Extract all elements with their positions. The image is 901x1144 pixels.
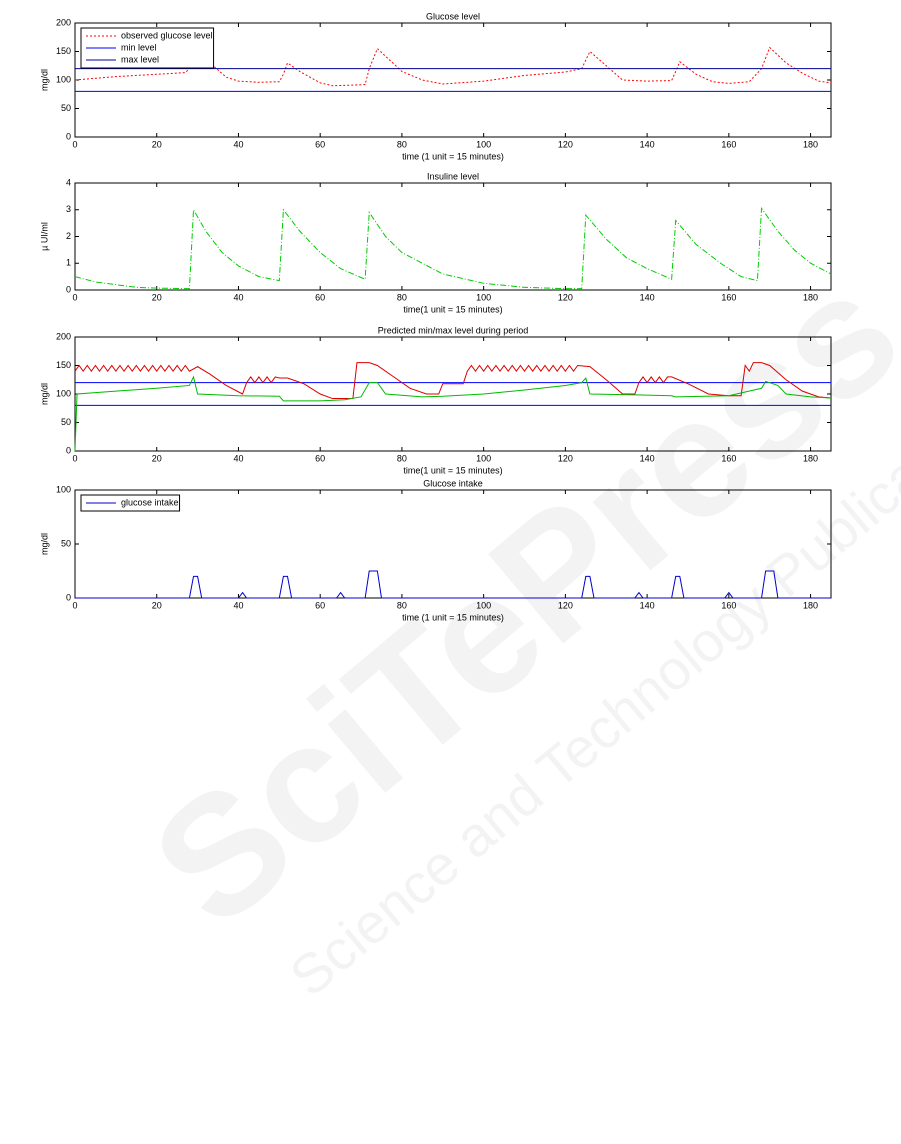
x-tick-label: 20 xyxy=(152,292,162,302)
x-axis-label: time(1 unit = 15 minutes) xyxy=(403,465,502,475)
x-tick-label: 180 xyxy=(803,600,818,610)
y-tick-label: 0 xyxy=(66,284,71,294)
y-tick-label: 100 xyxy=(56,484,71,494)
data-line xyxy=(74,375,832,452)
x-tick-label: 20 xyxy=(152,600,162,610)
y-tick-label: 200 xyxy=(56,17,71,27)
chart-title: Predicted min/max level during period xyxy=(378,325,529,335)
legend-label: observed glucose level xyxy=(121,30,213,40)
x-tick-label: 100 xyxy=(476,453,491,463)
data-line xyxy=(74,362,832,400)
x-tick-label: 120 xyxy=(558,292,573,302)
subplot: 0 20 40 60 80 100 120 140 160 180 0 50 100 150 200 Pred… xyxy=(39,325,832,475)
y-tick-label: 100 xyxy=(56,388,71,398)
x-tick-label: 60 xyxy=(315,139,325,149)
y-tick-label: 50 xyxy=(61,538,71,548)
x-tick-label: 40 xyxy=(233,600,243,610)
x-tick-label: 80 xyxy=(397,292,407,302)
x-tick-label: 0 xyxy=(72,139,77,149)
y-tick-label: 150 xyxy=(56,360,71,370)
y-tick-label: 4 xyxy=(66,177,71,187)
y-tick-label: 0 xyxy=(66,445,71,455)
y-tick-label: 2 xyxy=(66,231,71,241)
subplot: 0 20 40 60 80 100 120 140 160 180 0 50 100 Glucose in… xyxy=(39,478,832,622)
chart-title: Glucose level xyxy=(426,11,480,21)
x-tick-label: 40 xyxy=(233,139,243,149)
x-tick-label: 40 xyxy=(233,292,243,302)
x-tick-label: 120 xyxy=(558,453,573,463)
x-tick-label: 20 xyxy=(152,453,162,463)
x-tick-label: 120 xyxy=(558,600,573,610)
x-tick-label: 60 xyxy=(315,453,325,463)
y-tick-label: 150 xyxy=(56,46,71,56)
legend-label: max level xyxy=(121,54,159,64)
x-tick-label: 180 xyxy=(803,453,818,463)
x-axis-label: time (1 unit = 15 minutes) xyxy=(402,612,504,622)
x-tick-label: 160 xyxy=(721,453,736,463)
legend: glucose intake xyxy=(80,494,181,512)
x-tick-label: 120 xyxy=(558,139,573,149)
x-tick-label: 80 xyxy=(397,453,407,463)
x-tick-label: 140 xyxy=(640,139,655,149)
y-tick-label: 0 xyxy=(66,592,71,602)
x-tick-label: 80 xyxy=(397,600,407,610)
legend-label: glucose intake xyxy=(121,497,179,507)
y-tick-label: 3 xyxy=(66,204,71,214)
y-tick-label: 100 xyxy=(56,74,71,84)
x-tick-label: 140 xyxy=(640,600,655,610)
x-tick-label: 0 xyxy=(72,600,77,610)
y-tick-label: 0 xyxy=(66,131,71,141)
x-tick-label: 0 xyxy=(72,292,77,302)
data-line xyxy=(74,206,832,290)
chart-title: Insuline level xyxy=(427,171,479,181)
chart-title: Glucose intake xyxy=(423,478,483,488)
x-tick-label: 100 xyxy=(476,292,491,302)
y-axis-label: mg/dl xyxy=(39,533,49,555)
x-tick-label: 100 xyxy=(476,600,491,610)
x-tick-label: 140 xyxy=(640,292,655,302)
x-tick-label: 40 xyxy=(233,453,243,463)
legend: observed glucose level min level max level xyxy=(80,27,215,69)
data-line xyxy=(74,46,832,87)
subplot: 0 20 40 60 80 100 120 140 160 180 0 50 100 150 200 Gluc… xyxy=(39,11,832,161)
y-axis-label: µ UI/ml xyxy=(39,222,49,251)
data-line xyxy=(75,570,831,599)
x-tick-label: 80 xyxy=(397,139,407,149)
y-tick-label: 50 xyxy=(61,103,71,113)
x-tick-label: 60 xyxy=(315,600,325,610)
x-axis-label: time(1 unit = 15 minutes) xyxy=(403,304,502,314)
x-tick-label: 20 xyxy=(152,139,162,149)
subplot: 0 20 40 60 80 100 120 140 160 180 0 1 2 3 4 Insuline le… xyxy=(39,171,832,314)
y-axis-label: mg/dl xyxy=(39,383,49,405)
x-tick-label: 160 xyxy=(721,600,736,610)
y-tick-label: 1 xyxy=(66,258,71,268)
y-axis-label: mg/dl xyxy=(39,69,49,91)
legend-label: min level xyxy=(121,42,157,52)
x-axis-label: time (1 unit = 15 minutes) xyxy=(402,151,504,161)
plot-frame xyxy=(74,182,832,291)
x-tick-label: 160 xyxy=(721,139,736,149)
legend-frame xyxy=(80,494,181,512)
x-tick-label: 180 xyxy=(803,139,818,149)
x-tick-label: 140 xyxy=(640,453,655,463)
x-tick-label: 60 xyxy=(315,292,325,302)
x-tick-label: 0 xyxy=(72,453,77,463)
x-tick-label: 100 xyxy=(476,139,491,149)
x-tick-label: 160 xyxy=(721,292,736,302)
x-tick-label: 180 xyxy=(803,292,818,302)
y-tick-label: 50 xyxy=(61,417,71,427)
y-tick-label: 200 xyxy=(56,331,71,341)
